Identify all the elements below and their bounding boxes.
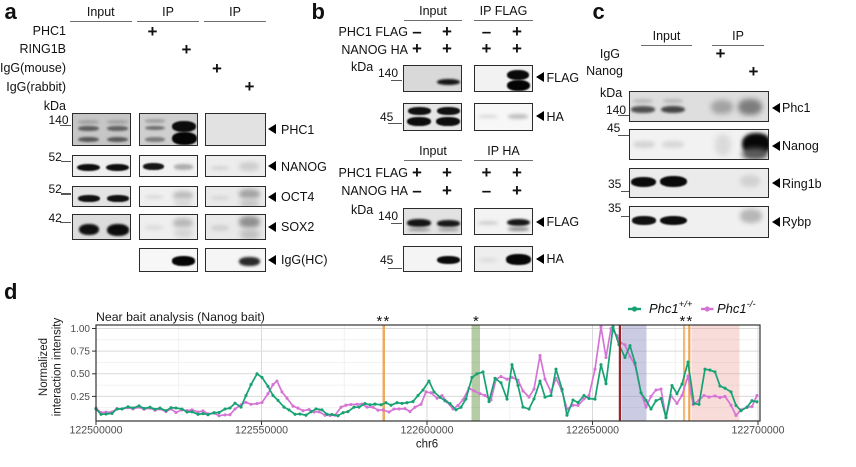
svg-text:1.00: 1.00 (71, 324, 91, 335)
svg-text:122550000: 122550000 (235, 425, 288, 437)
svg-text:122600000: 122600000 (400, 425, 453, 437)
svg-text:0.25: 0.25 (71, 392, 91, 403)
svg-text:**: ** (679, 313, 693, 330)
svg-text:0.50: 0.50 (71, 369, 91, 380)
svg-text:Near bait analysis (Nanog bait: Near bait analysis (Nanog bait) (96, 310, 265, 324)
svg-text:Phc1-/-: Phc1-/- (717, 299, 756, 316)
svg-text:122500000: 122500000 (69, 425, 122, 437)
svg-text:Normalized: Normalized (38, 338, 50, 396)
svg-text:122650000: 122650000 (566, 425, 619, 437)
svg-text:**: ** (376, 313, 390, 330)
svg-text:chr6: chr6 (416, 439, 438, 451)
svg-text:interaction intensity: interaction intensity (52, 318, 64, 417)
svg-text:*: * (473, 313, 480, 330)
svg-text:122700000: 122700000 (731, 425, 784, 437)
svg-text:0.75: 0.75 (71, 347, 91, 358)
